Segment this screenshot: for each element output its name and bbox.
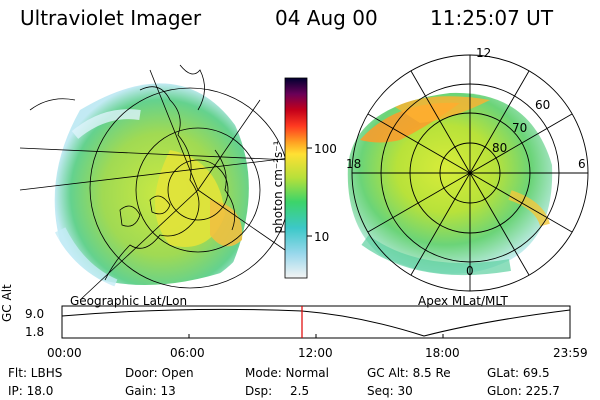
mode-readout: Mode: Normal xyxy=(245,366,329,380)
mlt-label-18: 18 xyxy=(346,157,362,171)
colorbar xyxy=(284,77,312,279)
glat-readout: GLat: 69.5 xyxy=(487,366,550,380)
glon-readout: GLon: 225.7 xyxy=(487,384,560,398)
filter-readout: Flt: LBHS xyxy=(8,366,63,380)
mlat-label-80: 80 xyxy=(492,141,508,155)
instrument-title: Ultraviolet Imager xyxy=(20,6,202,30)
dsp-value: 2.5 xyxy=(290,384,310,398)
x-tick-2359: 23:59 xyxy=(553,346,588,360)
mlt-label-6: 6 xyxy=(578,157,586,171)
altitude-ylabel: GC Alt xyxy=(0,284,14,322)
mlt-label-0: 0 xyxy=(466,264,474,278)
colorbar-tick-100: 100 xyxy=(314,142,337,156)
x-tick-0000: 00:00 xyxy=(47,346,82,360)
geographic-panel-label: Geographic Lat/Lon xyxy=(70,294,188,308)
mlat-label-60: 60 xyxy=(535,98,551,112)
geographic-image xyxy=(19,64,291,301)
time-label: 11:25:07 UT xyxy=(430,6,554,30)
gain-readout: Gain: 13 xyxy=(125,384,176,398)
altitude-ymax: 9.0 xyxy=(25,307,45,321)
x-tick-0600: 06:00 xyxy=(170,346,205,360)
x-tick-1800: 18:00 xyxy=(425,346,460,360)
colorbar-tick-10: 10 xyxy=(314,230,330,244)
ip-readout: IP: 18.0 xyxy=(8,384,54,398)
apex-polar-plot xyxy=(347,54,589,292)
mlat-label-70: 70 xyxy=(512,121,528,135)
dsp-label: Dsp: xyxy=(245,384,273,398)
altitude-plot xyxy=(61,305,571,339)
apex-panel-label: Apex MLat/MLT xyxy=(418,294,508,308)
gc-alt-readout: GC Alt: 8.5 Re xyxy=(367,366,451,380)
seq-readout: Seq: 30 xyxy=(367,384,413,398)
date-label: 04 Aug 00 xyxy=(275,6,378,30)
colorbar-unit-label: photon cm⁻²s⁻¹ xyxy=(271,140,285,234)
mlt-label-12: 12 xyxy=(476,46,492,60)
altitude-ymin: 1.8 xyxy=(25,325,45,339)
door-readout: Door: Open xyxy=(125,366,194,380)
x-tick-1200: 12:00 xyxy=(298,346,333,360)
